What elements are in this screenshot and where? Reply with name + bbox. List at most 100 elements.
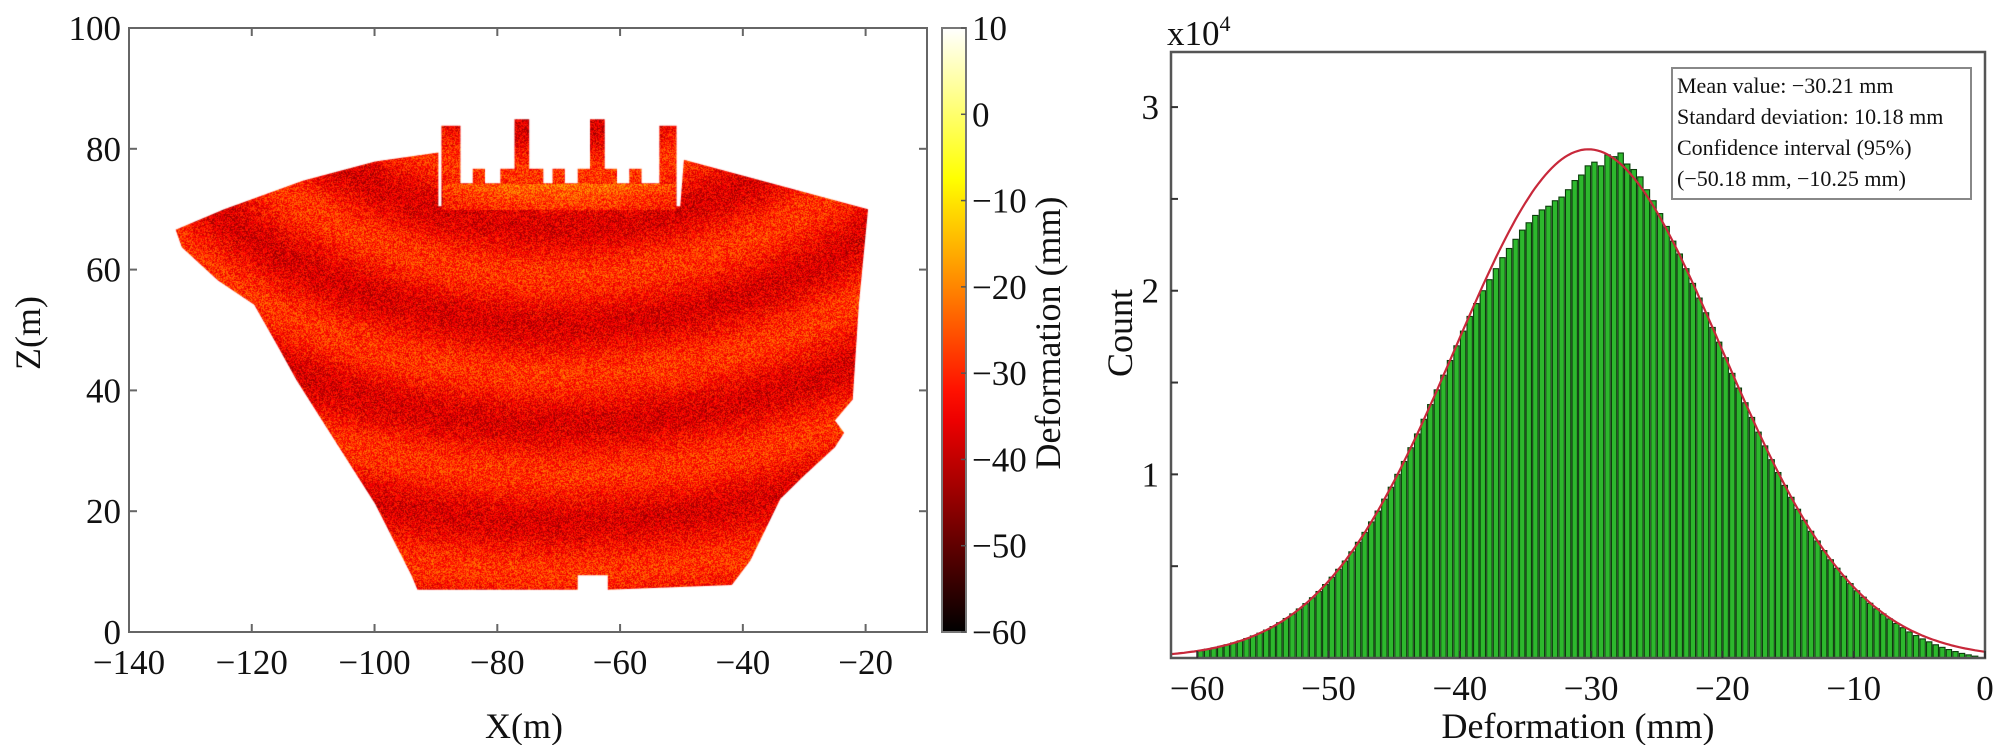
histogram-bar: [1637, 176, 1644, 659]
histogram-bar: [1571, 179, 1578, 659]
y-tick-label: 80: [86, 130, 121, 169]
histogram-bar: [1676, 253, 1683, 659]
x-tick-label: −50: [1301, 669, 1356, 708]
histogram-bar: [1282, 617, 1290, 659]
colorbar: 10 0 −10 −20 −30 −40 −50 −60: [941, 9, 1027, 652]
histogram-bar: [1564, 189, 1572, 659]
histogram-bar: [1735, 387, 1743, 659]
histogram-bar: [1341, 560, 1349, 659]
histogram-bar: [1807, 530, 1815, 659]
histogram-bar: [1413, 433, 1421, 659]
histogram-bar: [1295, 608, 1303, 659]
histogram-bar: [1367, 521, 1375, 659]
map-y-label: Z(m): [8, 296, 48, 370]
histogram-bar: [1512, 238, 1519, 659]
histogram-bar: [1420, 418, 1427, 659]
normal-fit-curve: [1170, 148, 1986, 656]
histogram-bar: [1781, 484, 1789, 659]
histogram-bar: [1709, 326, 1716, 659]
histogram-bar: [1453, 345, 1460, 659]
map-axes: −140 −120 −100 −80 −60 −40 −20 0 20 40 60 80 100: [69, 9, 928, 682]
histogram-bar: [1748, 416, 1756, 659]
histogram-bar: [1407, 447, 1414, 659]
colorbar-tick-label: −60: [972, 613, 1027, 652]
colorbar-tick-label: −10: [972, 182, 1027, 221]
histogram-bar: [1755, 431, 1762, 659]
histogram-bar: [1302, 603, 1309, 659]
y-tick-label: 60: [86, 251, 121, 290]
histogram-bar: [1578, 174, 1585, 659]
histogram-bar: [1230, 642, 1237, 659]
histogram-bar: [1820, 550, 1828, 659]
histogram-axes: −60 −50 −40 −30 −20 −10 0 1 2 3: [1142, 50, 1994, 708]
histogram-bar: [1774, 471, 1782, 659]
histogram-bar: [1794, 508, 1802, 659]
histogram-bar: [1387, 486, 1395, 659]
hist-y-multiplier: x104: [1167, 11, 1231, 53]
histogram-bar: [1400, 460, 1408, 659]
colorbar-label: Deformation (mm): [1028, 197, 1068, 470]
x-tick-label: −40: [715, 643, 770, 682]
histogram-bar: [1269, 626, 1276, 659]
histogram-bar: [1827, 559, 1834, 659]
histogram-bar: [1249, 635, 1257, 659]
legend-ci-title: Confidence interval (95%): [1677, 135, 1912, 160]
histogram-bar: [1479, 290, 1487, 659]
histogram-bar: [1276, 622, 1283, 659]
histogram-bar: [1262, 629, 1270, 659]
histogram-bar: [1689, 282, 1697, 659]
histogram-bar: [1525, 222, 1532, 659]
histogram-bar: [1597, 165, 1605, 659]
histogram-bar: [1860, 596, 1867, 659]
histogram-bar: [1722, 357, 1729, 659]
histogram-bar: [1584, 165, 1592, 659]
histogram-bar: [1236, 640, 1244, 659]
histogram-bar: [1617, 152, 1624, 659]
histogram-bar: [1683, 268, 1690, 659]
y-tick-label: 100: [69, 9, 122, 48]
histogram-bar: [1925, 641, 1933, 659]
x-tick-label: −20: [1695, 669, 1750, 708]
colorbar-tick-label: −50: [972, 527, 1027, 566]
histogram-bar: [1440, 374, 1447, 659]
histogram-bar: [1906, 631, 1913, 659]
histogram-bar: [1433, 389, 1441, 659]
histogram-bar: [1604, 154, 1611, 659]
histogram-bar: [1643, 189, 1651, 659]
histogram-bar: [1427, 404, 1434, 659]
stats-legend: Mean value: −30.21 mm Standard deviation…: [1671, 67, 1972, 200]
y-tick-label: 40: [86, 371, 121, 410]
histogram-bar: [1834, 567, 1841, 659]
histogram-bar: [1912, 635, 1920, 659]
histogram-bar: [1315, 590, 1322, 659]
x-tick-label: −80: [470, 643, 525, 682]
histogram-bar: [1847, 583, 1854, 659]
histogram-bar: [1591, 161, 1598, 659]
histogram-bar: [1624, 163, 1631, 659]
histogram-bar: [1486, 279, 1493, 659]
colorbar-tick-label: −30: [972, 354, 1027, 393]
y-tick-label: 0: [104, 613, 122, 652]
histogram-bar: [1538, 209, 1546, 659]
histogram-bar: [1932, 644, 1939, 659]
histogram-bar: [1505, 247, 1513, 659]
y-tick-label: 20: [86, 492, 121, 531]
histogram-bar: [1715, 341, 1723, 659]
x-tick-label: −100: [338, 643, 410, 682]
y-tick-label: 2: [1142, 272, 1160, 311]
histogram-bar: [1630, 168, 1638, 659]
histogram-bar: [1873, 608, 1880, 659]
x-tick-label: −60: [593, 643, 648, 682]
x-tick-label: −120: [216, 643, 288, 682]
histogram-bar: [1473, 303, 1480, 659]
histogram-bar: [1381, 498, 1388, 659]
map-axes-frame: [128, 27, 928, 633]
histogram-bar: [1335, 568, 1342, 659]
histogram-bar: [1919, 638, 1926, 659]
x-tick-label: −20: [838, 643, 893, 682]
histogram-bar: [1551, 200, 1559, 659]
histogram-bar: [1308, 597, 1316, 659]
histogram-bar: [1702, 312, 1710, 659]
histogram-bar: [1939, 646, 1946, 659]
